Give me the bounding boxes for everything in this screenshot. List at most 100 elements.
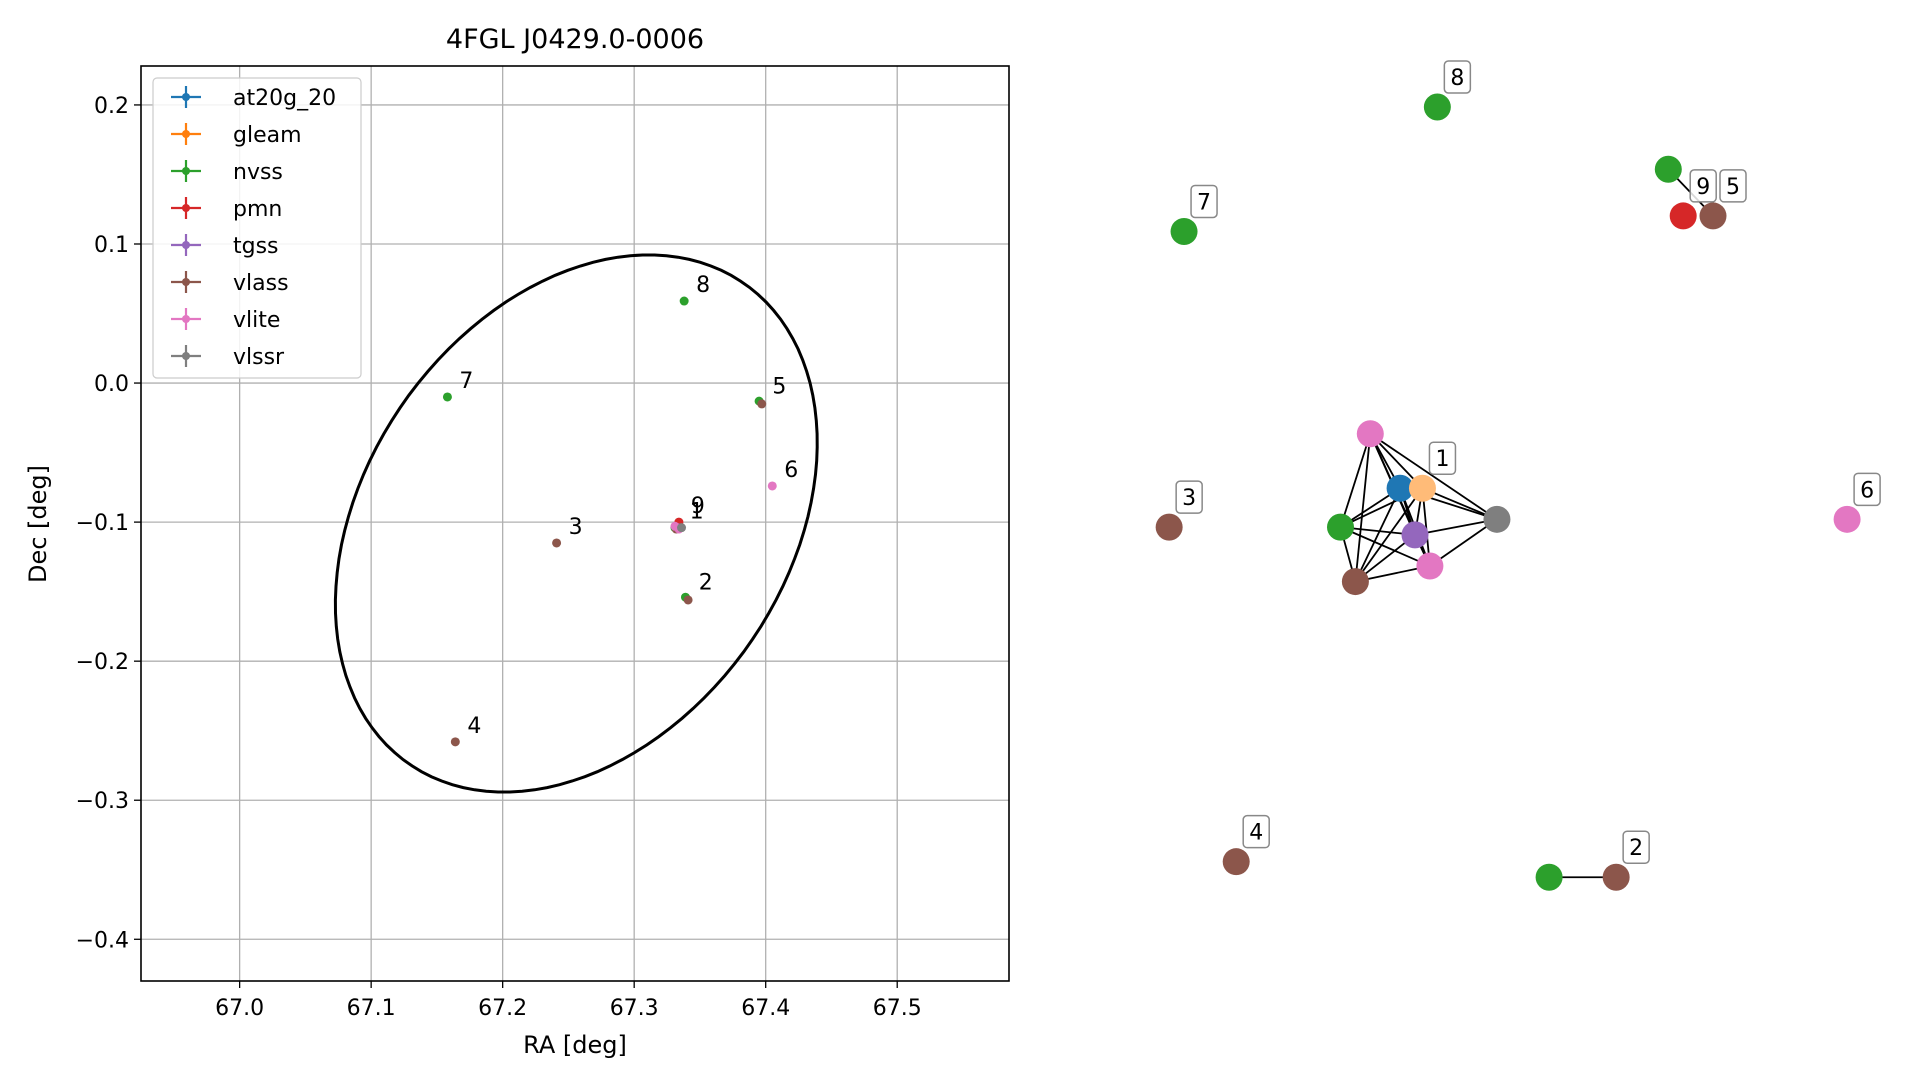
legend-marker-dot bbox=[182, 241, 190, 249]
network-node-nvss bbox=[1535, 863, 1563, 891]
legend-marker-dot bbox=[182, 315, 190, 323]
legend-label: nvss bbox=[233, 160, 283, 185]
network-label-text: 3 bbox=[1182, 486, 1196, 511]
network-node-vlass bbox=[1602, 863, 1630, 891]
x-tick-label: 67.1 bbox=[347, 996, 396, 1021]
legend-label: pmn bbox=[233, 197, 282, 222]
nodes-layer bbox=[1155, 93, 1861, 891]
annotations-layer: 1 2 3 4 5 6 7 8 9 bbox=[459, 273, 798, 739]
y-axis-label: Dec [deg] bbox=[24, 465, 52, 583]
network-label-text: 5 bbox=[1726, 175, 1740, 200]
network-node-vlass bbox=[1222, 848, 1250, 876]
network-edge bbox=[1340, 526, 1431, 567]
x-tick-label: 67.2 bbox=[478, 996, 527, 1021]
scatter-chart: 4FGL J0429.0-0006 1 2 3 4 5 6 7 8 9 67.0 67.1 67.2… bbox=[24, 24, 1010, 1059]
data-point-vlass bbox=[757, 399, 767, 409]
network-label: 8 bbox=[1443, 60, 1472, 94]
network-label: 7 bbox=[1190, 184, 1218, 219]
x-tick-label: 67.4 bbox=[741, 996, 790, 1021]
network-node-vlssr bbox=[1483, 505, 1511, 533]
ellipse-layer bbox=[333, 253, 819, 794]
legend-entry: vlssr bbox=[171, 345, 285, 370]
network-label-text: 7 bbox=[1197, 190, 1211, 215]
association-ellipse bbox=[333, 253, 819, 794]
x-axis-ticks: 67.0 67.1 67.2 67.3 67.4 67.5 bbox=[215, 981, 922, 1021]
network-labels-layer: 1 2 3 4 5 6 7 8 9 bbox=[1175, 60, 1881, 864]
network-label-text: 8 bbox=[1450, 66, 1464, 91]
legend-entry: at20g_20 bbox=[171, 86, 336, 111]
point-annotation: 4 bbox=[467, 714, 481, 739]
edges-layer bbox=[1339, 168, 1714, 879]
network-label-box bbox=[1190, 184, 1218, 219]
network-label-box bbox=[1853, 472, 1881, 507]
legend-marker-dot bbox=[182, 278, 190, 286]
y-tick-label: 0.0 bbox=[94, 372, 129, 397]
network-edge bbox=[1354, 487, 1401, 582]
x-tick-label: 67.5 bbox=[873, 996, 922, 1021]
point-annotation: 7 bbox=[459, 369, 473, 394]
network-node-vlite bbox=[1833, 505, 1861, 533]
y-tick-label: −0.3 bbox=[76, 789, 129, 814]
network-label-box bbox=[1175, 480, 1203, 514]
x-tick-label: 67.3 bbox=[610, 996, 659, 1021]
legend-label: vlite bbox=[233, 308, 280, 333]
network-label-box bbox=[1443, 60, 1472, 94]
network-node-at20g_20 bbox=[1386, 474, 1414, 502]
network-label-box bbox=[1242, 814, 1270, 849]
points-layer bbox=[442, 296, 777, 747]
legend-marker-dot bbox=[182, 352, 190, 360]
network-label-text: 2 bbox=[1629, 836, 1643, 861]
y-tick-label: −0.4 bbox=[76, 928, 129, 953]
network-label: 4 bbox=[1242, 814, 1270, 849]
network-label-box bbox=[1428, 441, 1457, 475]
network-label-box bbox=[1719, 169, 1747, 203]
legend-entry: tgss bbox=[171, 234, 279, 259]
network-node-vlass bbox=[1699, 202, 1727, 230]
y-tick-label: 0.1 bbox=[94, 233, 129, 258]
point-annotation: 2 bbox=[699, 571, 713, 596]
legend-label: at20g_20 bbox=[233, 86, 336, 111]
network-label: 6 bbox=[1853, 472, 1881, 507]
network-edge bbox=[1369, 433, 1498, 521]
grid bbox=[141, 66, 1009, 981]
plot-frame bbox=[140, 65, 1010, 982]
network-label-text: 6 bbox=[1860, 478, 1874, 503]
network-label: 5 bbox=[1719, 169, 1747, 203]
legend-entry: pmn bbox=[171, 197, 282, 222]
network-label: 3 bbox=[1175, 480, 1203, 514]
x-tick-label: 67.0 bbox=[215, 996, 264, 1021]
legend-label: gleam bbox=[233, 123, 302, 148]
point-annotation: 8 bbox=[696, 273, 710, 298]
y-axis-ticks: 0.2 0.1 0.0 −0.1 −0.2 −0.3 −0.4 bbox=[76, 94, 141, 953]
legend-marker-dot bbox=[182, 167, 190, 175]
network-node-nvss bbox=[1654, 155, 1682, 183]
x-axis-label: RA [deg] bbox=[523, 1031, 627, 1059]
network-edge bbox=[1354, 433, 1372, 582]
point-annotation: 3 bbox=[569, 515, 583, 540]
point-annotation: 6 bbox=[784, 458, 798, 483]
network-node-tgss bbox=[1401, 521, 1429, 549]
legend-marker-dot bbox=[182, 204, 190, 212]
network-node-vlass bbox=[1341, 568, 1369, 596]
point-annotation: 9 bbox=[691, 494, 705, 519]
chart-title: 4FGL J0429.0-0006 bbox=[446, 24, 704, 55]
data-point-vlass bbox=[683, 595, 693, 605]
network-edge bbox=[1429, 518, 1498, 567]
network-node-vlite bbox=[1416, 552, 1444, 580]
data-point-nvss bbox=[442, 392, 452, 402]
network-label-box bbox=[1622, 830, 1650, 864]
legend-marker-dot bbox=[182, 130, 190, 138]
data-point-vlite bbox=[767, 481, 777, 491]
network-edge bbox=[1354, 487, 1424, 583]
legend-label: vlssr bbox=[233, 345, 285, 370]
legend-entry: vlite bbox=[171, 308, 280, 333]
network-label: 2 bbox=[1622, 830, 1650, 864]
data-point-nvss bbox=[679, 296, 689, 306]
y-tick-label: −0.1 bbox=[76, 511, 129, 536]
network-edge bbox=[1414, 518, 1498, 536]
y-tick-label: 0.2 bbox=[94, 94, 129, 119]
network-node-gleam bbox=[1408, 474, 1436, 502]
